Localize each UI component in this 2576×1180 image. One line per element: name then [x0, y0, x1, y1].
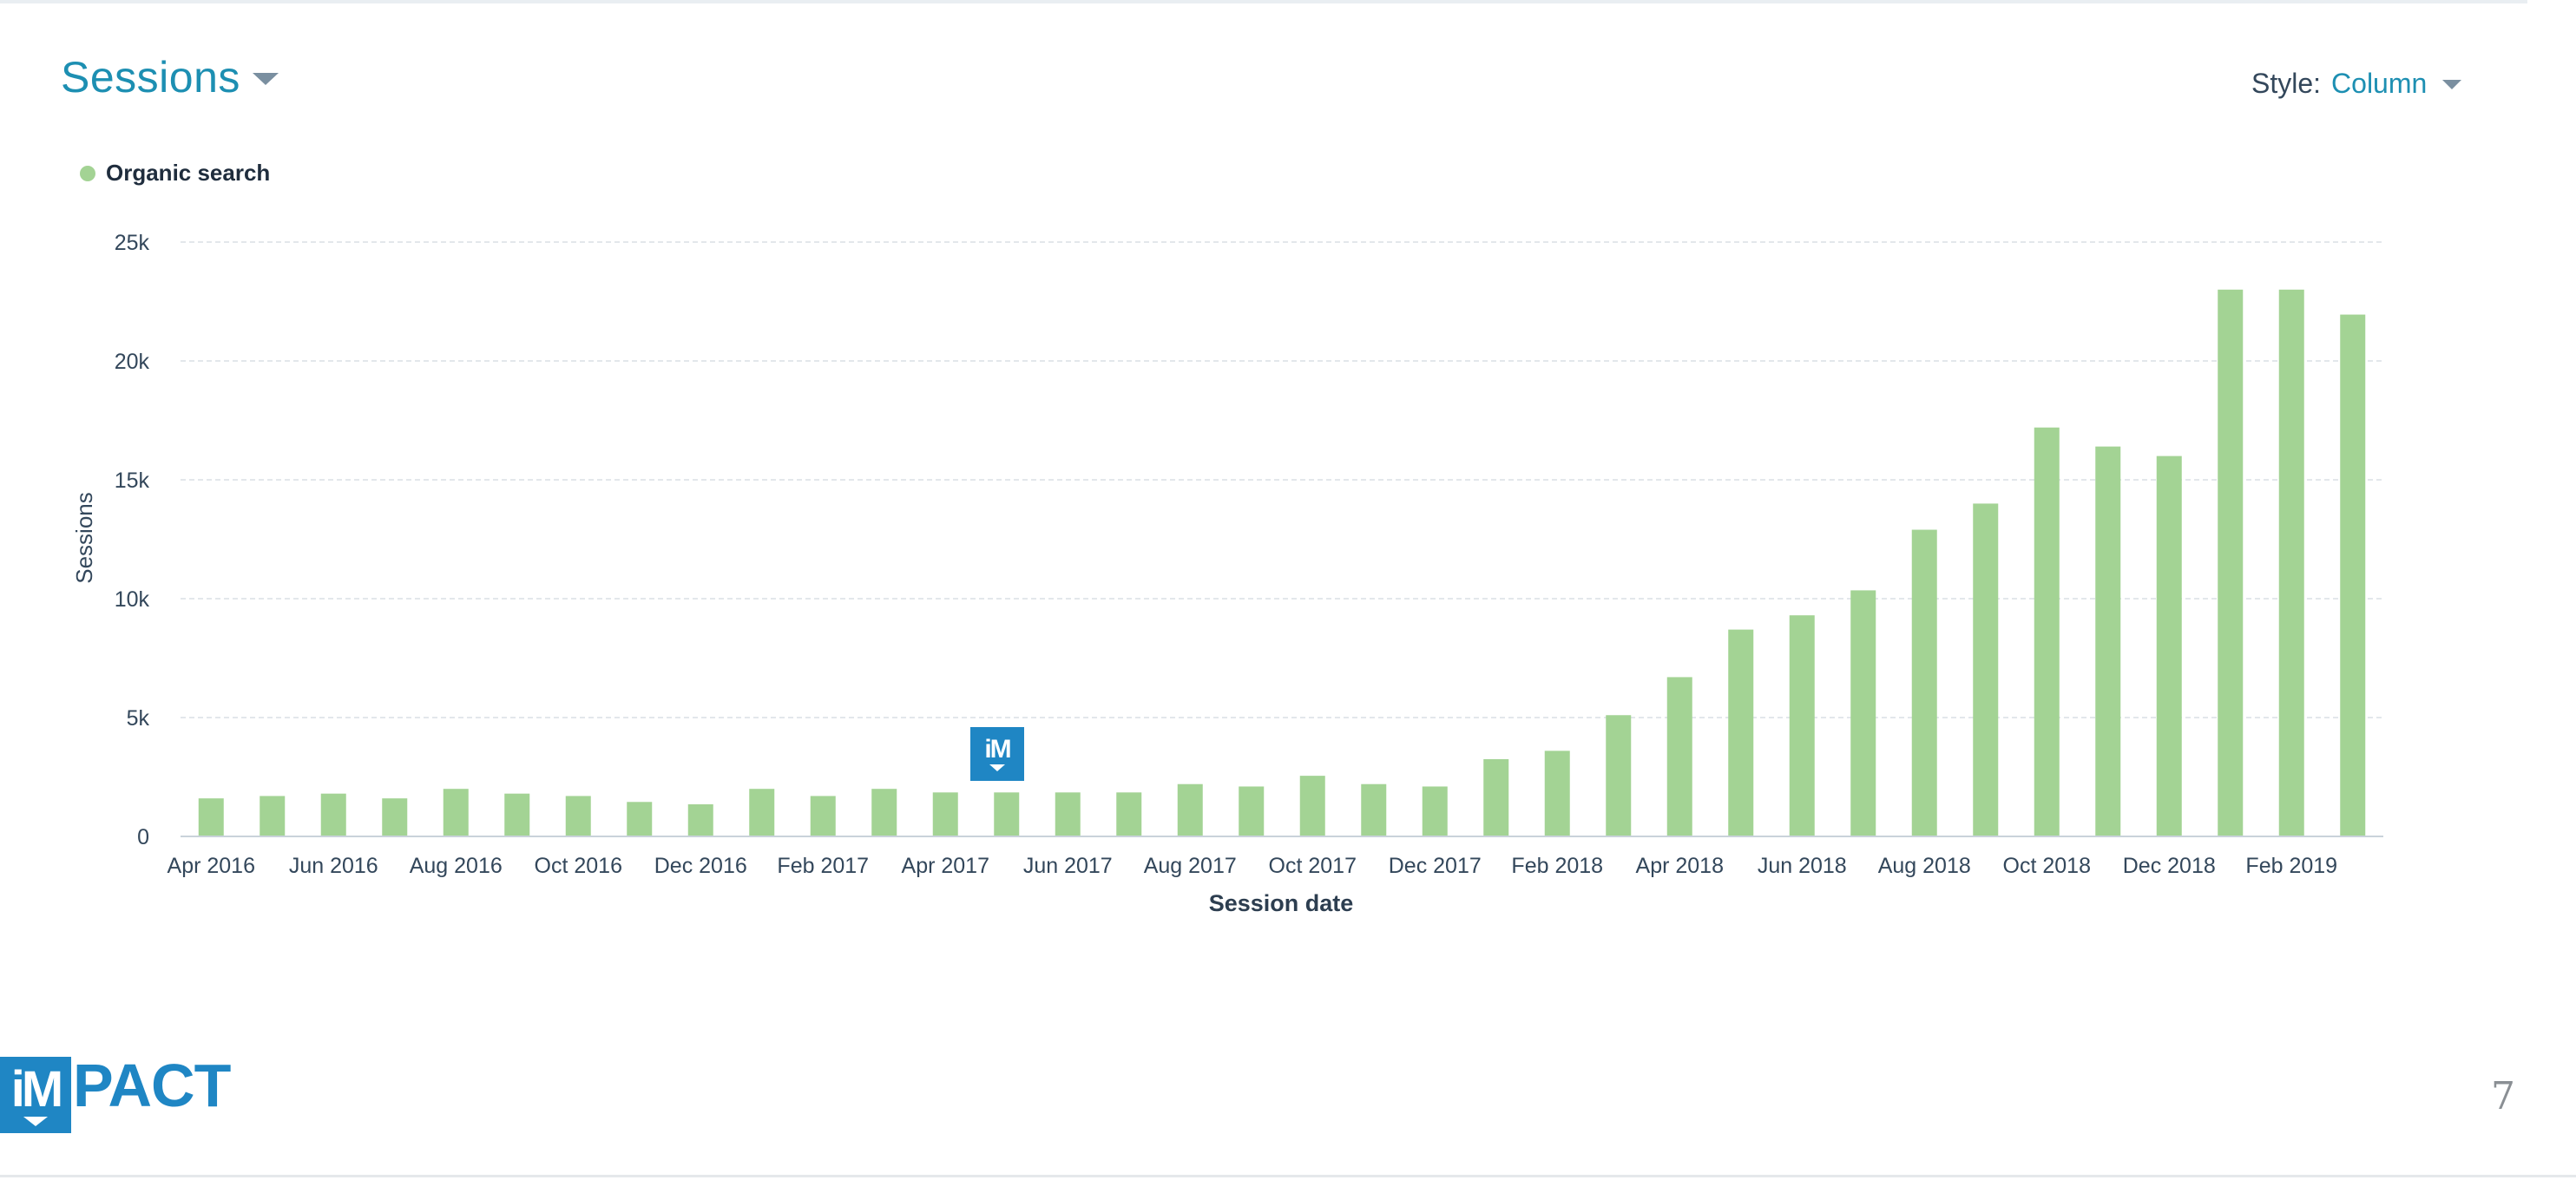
bar-oct-2018[interactable]	[2034, 427, 2060, 836]
logo-mark-text: iM	[10, 1060, 63, 1118]
style-dropdown[interactable]: Column	[2331, 68, 2428, 99]
report-title[interactable]: Sessions	[61, 53, 240, 102]
x-tick-label: Apr 2017	[902, 854, 989, 878]
y-tick-label: 20k	[115, 350, 150, 374]
y-axis-ticks: 0 5k 10k 15k 20k 25k	[115, 231, 150, 849]
bar-sep-2018[interactable]	[1973, 503, 1999, 836]
chart-style-selector[interactable]: Style: Column	[2251, 68, 2462, 100]
bar-mar-2017[interactable]	[871, 789, 897, 836]
x-tick-label: Apr 2016	[168, 854, 255, 878]
bar-mar-2019[interactable]	[2340, 314, 2366, 836]
x-tick-label: Feb 2018	[1511, 854, 1603, 878]
x-tick-label: Dec 2018	[2123, 854, 2216, 878]
y-tick-label: 10k	[115, 587, 150, 612]
x-tick-label: Jun 2018	[1758, 854, 1847, 878]
legend-swatch	[80, 165, 95, 181]
y-tick-label: 5k	[127, 706, 150, 731]
caret-down-icon[interactable]	[252, 73, 279, 85]
bar-jul-2016[interactable]	[382, 798, 408, 836]
x-tick-label: Jun 2017	[1023, 854, 1113, 878]
x-axis-title: Session date	[1209, 890, 1354, 916]
bar-dec-2017[interactable]	[1422, 786, 1448, 836]
x-tick-label: Aug 2016	[410, 854, 503, 878]
bar-may-2018[interactable]	[1728, 629, 1754, 836]
arrow-down-icon	[989, 764, 1005, 771]
logo-wordmark: PACT	[73, 1052, 231, 1119]
bottom-divider	[0, 1175, 2576, 1177]
x-tick-label: Oct 2017	[1269, 854, 1357, 878]
x-tick-label: Jun 2016	[289, 854, 378, 878]
x-tick-label: Aug 2017	[1144, 854, 1237, 878]
x-tick-label: Dec 2016	[654, 854, 747, 878]
bar-jul-2018[interactable]	[1850, 590, 1876, 836]
bar-oct-2016[interactable]	[565, 796, 591, 836]
bar-dec-2018[interactable]	[2156, 456, 2182, 836]
sessions-bar-chart: 0 5k 10k 15k 20k 25k Apr 2016 Jun 2016 Aug 2016…	[71, 231, 2383, 916]
bar-jun-2016[interactable]	[320, 793, 346, 836]
page-number: 7	[2491, 1074, 2515, 1118]
bar-mar-2018[interactable]	[1606, 715, 1632, 836]
bar-jul-2017[interactable]	[1116, 792, 1142, 836]
bar-feb-2017[interactable]	[810, 796, 836, 836]
impact-watermark-icon: iM	[970, 727, 1024, 781]
x-tick-label: Feb 2017	[777, 854, 869, 878]
bar-apr-2017[interactable]	[932, 792, 958, 836]
top-divider	[0, 0, 2527, 3]
grid-lines	[181, 241, 2383, 718]
bar-jun-2017[interactable]	[1055, 792, 1081, 836]
bar-sep-2017[interactable]	[1239, 786, 1265, 836]
caret-down-icon[interactable]	[2442, 80, 2462, 89]
bar-apr-2018[interactable]	[1666, 677, 1692, 836]
bar-oct-2017[interactable]	[1299, 776, 1325, 836]
bar-feb-2018[interactable]	[1544, 751, 1570, 836]
impact-logo: iM PACT	[0, 1052, 231, 1133]
bar-nov-2018[interactable]	[2095, 446, 2121, 836]
x-tick-label: Oct 2018	[2003, 854, 2091, 878]
x-tick-label: Apr 2018	[1636, 854, 1724, 878]
bar-jan-2018[interactable]	[1483, 758, 1509, 836]
x-tick-label: Oct 2016	[535, 854, 622, 878]
y-tick-label: 15k	[115, 469, 150, 493]
bar-apr-2016[interactable]	[198, 798, 224, 836]
bar-aug-2018[interactable]	[1911, 529, 1937, 836]
y-tick-label: 0	[137, 825, 149, 849]
x-tick-label: Dec 2017	[1389, 854, 1482, 878]
bar-series	[198, 289, 2366, 836]
report-title-dropdown[interactable]: Sessions	[61, 52, 279, 102]
bar-may-2016[interactable]	[260, 796, 286, 836]
style-label: Style:	[2251, 68, 2322, 99]
x-tick-label: Aug 2018	[1878, 854, 1971, 878]
bar-sep-2016[interactable]	[504, 793, 530, 836]
bar-may-2017[interactable]	[994, 792, 1020, 836]
bar-feb-2019[interactable]	[2278, 289, 2304, 836]
legend-label[interactable]: Organic search	[106, 160, 271, 186]
bar-aug-2017[interactable]	[1177, 783, 1203, 836]
bar-dec-2016[interactable]	[687, 804, 713, 836]
chart-legend[interactable]: Organic search	[80, 160, 270, 187]
bar-nov-2017[interactable]	[1361, 783, 1387, 836]
bar-aug-2016[interactable]	[443, 789, 469, 836]
bar-jan-2019[interactable]	[2218, 289, 2244, 836]
watermark-text: iM	[984, 735, 1011, 764]
logo-mark: iM	[0, 1057, 71, 1133]
x-tick-label: Feb 2019	[2245, 854, 2337, 878]
bar-jun-2018[interactable]	[1789, 615, 1815, 836]
bar-jan-2017[interactable]	[749, 789, 775, 836]
x-axis-ticks: Apr 2016 Jun 2016 Aug 2016 Oct 2016 Dec 2016…	[168, 854, 2338, 878]
sessions-report-card: Sessions Style: Column Organic search	[0, 3, 2527, 993]
bar-nov-2016[interactable]	[627, 802, 653, 836]
y-tick-label: 25k	[115, 231, 150, 255]
arrow-down-icon	[23, 1116, 48, 1126]
y-axis-title: Sessions	[71, 492, 97, 584]
